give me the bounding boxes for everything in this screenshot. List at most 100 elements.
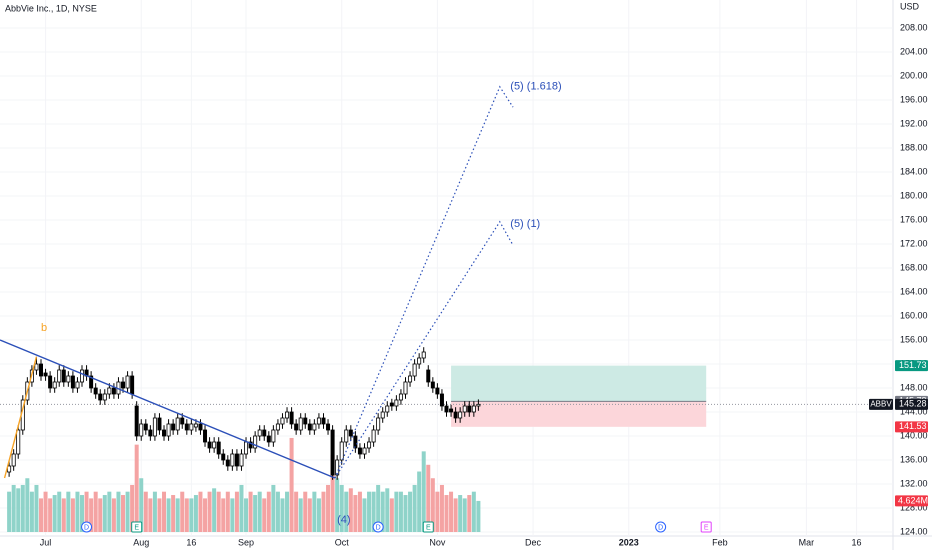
candle-body [184,423,189,431]
candle-body [61,369,66,383]
candle-body [134,405,139,437]
currency: USD [900,1,920,11]
plot-area: b (4) (5) (1.618) (5) (1) D E D E D E [0,0,893,536]
event-label: E [426,524,431,531]
volume-bar [25,478,30,532]
candle-body [98,393,103,401]
candle-body [453,411,458,419]
volume-bar [403,495,408,532]
candle-body [248,441,253,449]
volume-bar [280,498,285,532]
x-tick-label: Dec [525,537,542,547]
candle-body [198,423,203,431]
volume-bar [29,491,34,532]
candle-body [353,435,358,449]
y-tick-label: 156.00 [900,334,928,344]
y-tick-label: 160.00 [900,310,928,320]
volume-bar [312,491,317,532]
x-tick-label: 16 [852,537,862,547]
volume-bar [253,495,258,532]
volume-bar [335,478,340,532]
volume-bar [417,471,422,532]
candle-body [143,423,148,431]
candle-body [330,429,335,476]
volume-bar [353,495,358,532]
candle-body [230,453,235,467]
volume-bar [348,488,353,532]
candle-body [344,429,349,443]
event-marker [81,521,93,533]
candle-body [303,417,308,425]
x-tick-label: Sep [238,537,254,547]
candle-body [180,417,185,425]
volume-bar [7,491,12,532]
x-tick-label: Jul [40,537,52,547]
volume-bar [458,495,463,532]
candle-body [89,375,94,389]
volume-bar [89,498,94,532]
candle-body [212,441,217,449]
candle-body [216,441,221,455]
volume-bar [162,491,167,532]
volume-bar [221,498,226,532]
volume-bar [357,491,362,532]
volume-bar [166,498,171,532]
price-tag [895,360,928,372]
candle-body [121,381,126,389]
candle-body [175,417,180,431]
volume-bar [271,484,276,532]
y-tick-label: 196.00 [900,94,928,104]
candle-body [66,375,71,383]
drawing-line [334,85,514,479]
candle-body [75,381,80,389]
volume-bar [130,484,135,532]
y-tick-label: 208.00 [900,22,928,32]
volume-bar [148,498,153,532]
candle-body [271,429,276,443]
y-tick-label: 180.00 [900,190,928,200]
candle-body [80,369,85,383]
volume-bar [84,491,89,532]
volume-bar [262,498,267,532]
event-marker [700,521,712,533]
volume-bar [139,478,144,532]
volume-bar [394,491,399,532]
symbol-tag [869,398,893,410]
drawing-line [3,356,38,479]
volume-bar [471,491,476,532]
annotation: b [41,322,47,334]
candle-body [439,393,444,407]
candle-body [266,435,271,443]
candle-body [312,423,317,431]
volume-bar [184,498,189,532]
volume-bar [193,495,198,532]
candle-body [189,423,194,431]
candle-body [11,453,16,467]
event-marker [655,521,667,533]
candle-body [380,411,385,419]
y-tick-label: 140.00 [900,430,928,440]
candle-body [307,423,312,431]
volume-bar [439,484,444,532]
y-tick-label: 204.00 [900,46,928,56]
candle-body [262,429,267,437]
symbol-label: ABBV [870,399,892,408]
y-tick-label: 192.00 [900,118,928,128]
volume-bar [171,495,176,532]
volume-bar [61,498,66,532]
volume-bar [430,478,435,532]
volume-bar [116,491,121,532]
volume-bar [52,495,57,532]
volume-bar [344,491,349,532]
candle-body [426,369,431,383]
volume-bar [266,491,271,532]
candle-body [43,372,48,377]
volume-bar [339,484,344,532]
candle-body [34,363,39,371]
volume-bar [102,495,107,532]
volume-bar [134,444,139,532]
candle-body [412,363,417,377]
volume-tag [895,495,928,507]
candle-body [371,429,376,443]
